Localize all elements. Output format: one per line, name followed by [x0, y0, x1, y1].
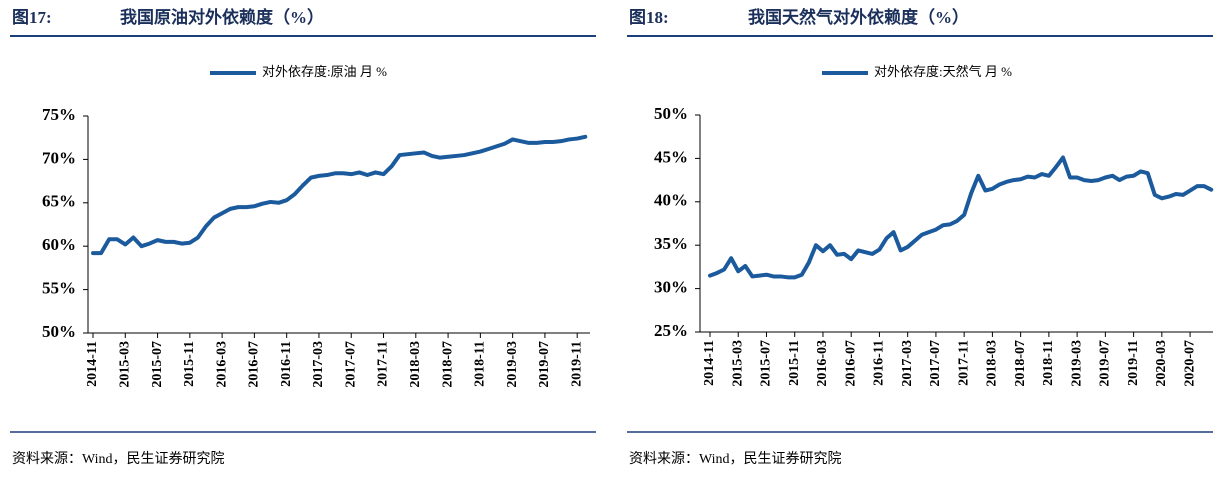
y-tick-label: 35%	[654, 234, 688, 253]
x-tick-label: 2018-03	[985, 340, 1000, 387]
data-line	[91, 134, 588, 256]
x-tick-label: 2017-11	[956, 340, 971, 386]
y-tick-label: 60%	[42, 235, 76, 254]
x-tick-label: 2014-11	[85, 341, 100, 387]
x-tick-label: 2017-11	[376, 341, 391, 387]
x-tick-label: 2015-11	[182, 341, 197, 387]
x-tick-label: 2020-03	[1154, 340, 1169, 387]
x-tick-label: 2017-07	[928, 340, 943, 387]
x-tick-label: 2016-07	[247, 341, 262, 388]
x-tick-label: 2015-07	[759, 340, 774, 387]
x-tick-label: 2016-07	[843, 340, 858, 387]
x-tick-label: 2019-11	[569, 341, 584, 387]
source-note: 资料来源：Wind，民生证券研究院	[12, 451, 225, 467]
legend-label: 对外依存度:天然气 月 %	[874, 64, 1012, 79]
y-tick-label: 55%	[42, 279, 76, 298]
x-tick-label: 2019-11	[1126, 340, 1141, 386]
x-tick-label: 2017-03	[900, 340, 915, 387]
figure-number: 图18:	[629, 8, 669, 27]
x-tick-label: 2018-11	[1041, 340, 1056, 386]
source-note: 资料来源：Wind，民生证券研究院	[629, 451, 842, 467]
data-line	[708, 155, 1214, 280]
x-tick-label: 2014-11	[702, 340, 717, 386]
y-tick-label: 40%	[654, 191, 688, 210]
chart-title: 我国天然气对外依赖度（%）	[748, 7, 969, 27]
x-tick-label: 2019-07	[537, 341, 552, 388]
figure-number: 图17:	[12, 8, 52, 27]
y-tick-label: 70%	[42, 148, 76, 167]
y-tick-label: 75%	[42, 105, 76, 124]
y-tick-label: 50%	[654, 104, 688, 123]
y-tick-label: 50%	[42, 322, 76, 341]
x-tick-label: 2015-03	[730, 340, 745, 387]
x-tick-label: 2019-07	[1098, 340, 1113, 387]
x-tick-label: 2017-07	[343, 341, 358, 388]
x-tick-label: 2019-03	[1069, 340, 1084, 387]
x-tick-label: 2018-07	[440, 341, 455, 388]
y-tick-label: 25%	[654, 321, 688, 340]
x-tick-label: 2019-03	[505, 341, 520, 388]
x-tick-label: 2016-11	[279, 341, 294, 387]
x-tick-label: 2015-07	[150, 341, 165, 388]
x-tick-label: 2018-03	[408, 341, 423, 388]
x-tick-label: 2016-03	[815, 340, 830, 387]
x-tick-label: 2016-03	[214, 341, 229, 388]
y-tick-label: 30%	[654, 278, 688, 297]
x-tick-label: 2018-07	[1013, 340, 1028, 387]
x-tick-label: 2016-11	[872, 340, 887, 386]
x-tick-label: 2015-03	[117, 341, 132, 388]
legend-label: 对外依存度:原油 月 %	[262, 64, 387, 79]
x-tick-label: 2020-07	[1182, 340, 1197, 387]
x-tick-label: 2018-11	[473, 341, 488, 387]
y-tick-label: 65%	[42, 192, 76, 211]
x-tick-label: 2015-11	[787, 340, 802, 386]
chart-title: 我国原油对外依赖度（%）	[120, 7, 324, 27]
x-tick-label: 2017-03	[311, 341, 326, 388]
y-tick-label: 45%	[654, 147, 688, 166]
